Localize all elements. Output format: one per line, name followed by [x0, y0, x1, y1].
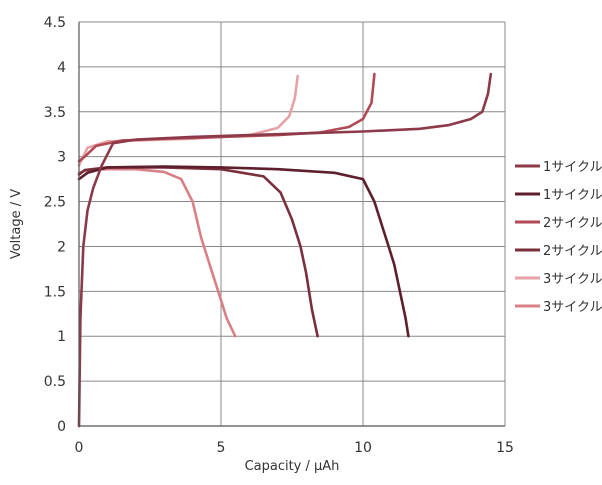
y-tick-label: 0.5 — [44, 374, 66, 390]
y-tick-label: 0 — [57, 419, 66, 435]
series-layer — [77, 72, 493, 428]
y-tick-label: 4.5 — [44, 15, 66, 31]
y-axis-label: Voltage / V — [9, 189, 24, 259]
y-tick-label: 1 — [57, 329, 66, 345]
y-tick-label: 4 — [57, 60, 66, 76]
x-axis-label: Capacity / μAh — [245, 459, 340, 474]
legend-label: 3サイクル — [543, 272, 602, 287]
legend-label: 1サイクル — [543, 188, 602, 203]
x-tick-label: 15 — [496, 440, 514, 456]
plot-area — [79, 22, 505, 426]
series-line-2 — [77, 165, 410, 338]
legend-label: 3サイクル — [543, 300, 602, 315]
series-line-1 — [77, 72, 493, 428]
y-tick-label: 2.5 — [44, 195, 66, 211]
x-tick-label: 5 — [217, 440, 226, 456]
legend-label: 2サイクル — [543, 244, 602, 259]
legend-label: 1サイクル — [543, 160, 602, 175]
legend: 1サイクル 1サイクル 2サイクル 2サイクル 3サイクル 3サイクル — [515, 160, 602, 315]
x-tick-label: 0 — [75, 440, 84, 456]
legend-label: 2サイクル — [543, 216, 602, 231]
x-tick-label: 10 — [354, 440, 372, 456]
y-tick-label: 3.5 — [44, 105, 66, 121]
y-tick-label: 3 — [57, 150, 66, 166]
tick-labels: 0 0.5 1 1.5 2 2.5 3 3.5 4 4.5 0 5 10 15 — [44, 15, 514, 456]
y-tick-label: 2 — [57, 239, 66, 255]
axes — [78, 22, 505, 427]
y-tick-label: 1.5 — [44, 284, 66, 300]
